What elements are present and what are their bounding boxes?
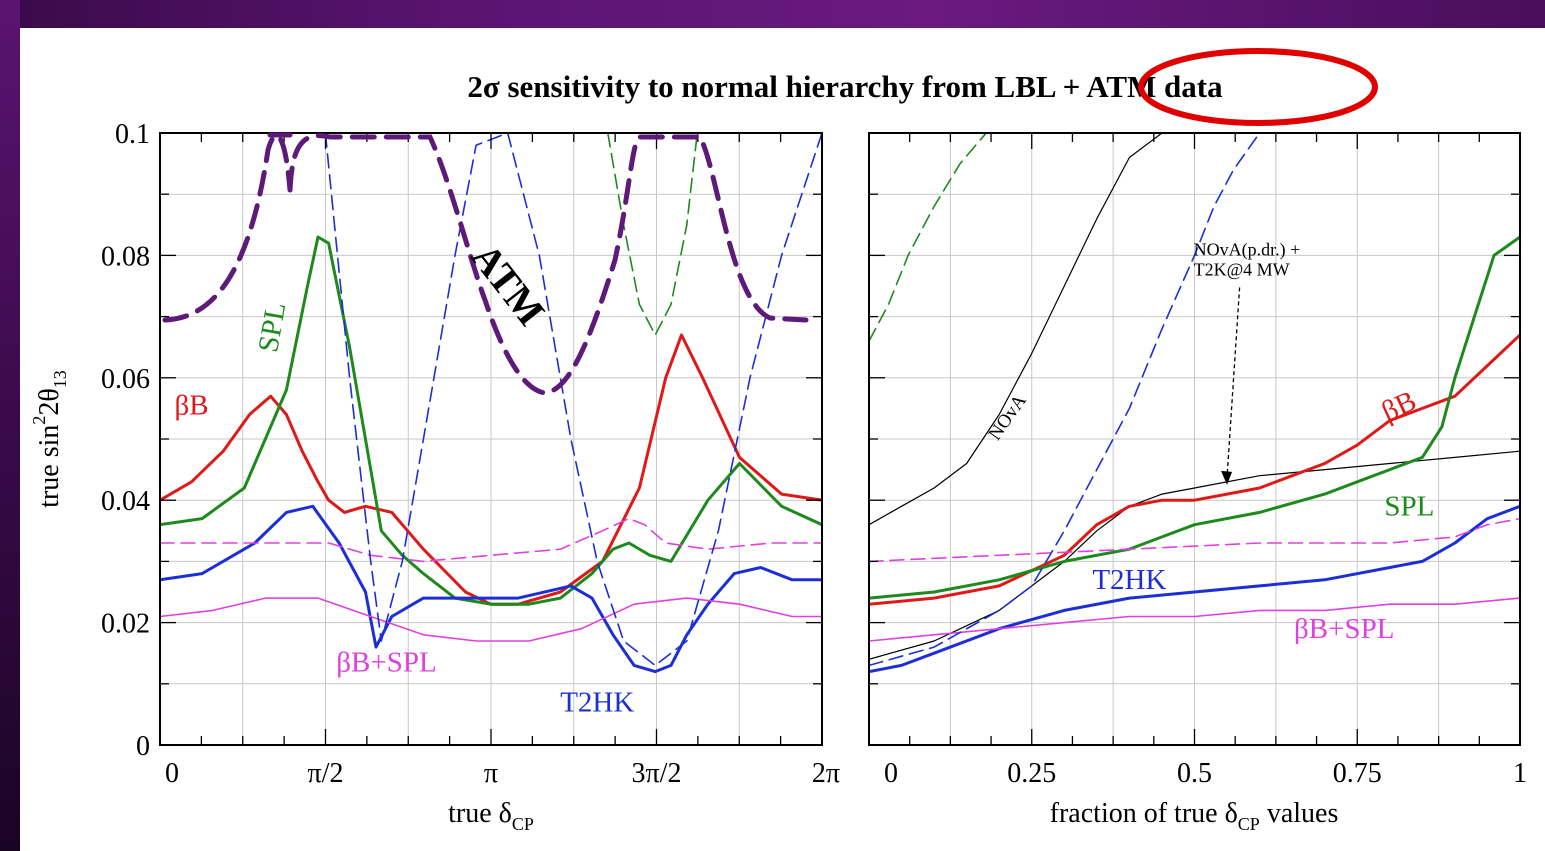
left-series-betab-spl-solid-3 — [160, 597, 822, 642]
left-curve-label-spl: SPL — [252, 300, 292, 355]
right-curve-labels: NOvA βB SPL T2HK βB+SPL NOvA(p.dr.) +T2K@4 MW — [985, 239, 1435, 645]
left-curve-labels: SPL βB βB+SPL T2HK — [175, 300, 635, 718]
left-curve-label-betab-spl: βB+SPL — [336, 647, 436, 679]
atm-highlight-ellipse — [1138, 48, 1378, 126]
left-x-axis-label: true δCP — [448, 798, 534, 834]
right-series-unlabeled-dashed-7 — [869, 133, 1261, 667]
atm-overlay-label: ATM — [463, 235, 554, 334]
left-tick-labels: 0 π/2 π 3π/2 2π 0 0.02 0.04 0.06 0.08 0.1 — [101, 119, 840, 789]
annotation-arrow-shaft — [1226, 287, 1241, 477]
left-series-spl-solid-1 — [160, 235, 822, 606]
right-tick-labels: 0 0.25 0.5 0.75 1 — [884, 758, 1527, 789]
chart-title: 2σ sensitivity to normal hierarchy from … — [467, 69, 1223, 104]
right-series-nova-solid-0 — [869, 133, 1163, 526]
right-series — [869, 133, 1520, 674]
left-x-tick-label: 0 — [165, 758, 179, 789]
left-curve-label-betab: βB — [175, 390, 209, 422]
left-curve-label-t2hk: T2HK — [560, 686, 634, 718]
left-y-tick-label: 0.06 — [101, 364, 150, 395]
right-x-axis-label: fraction of true δCP values — [1050, 798, 1339, 834]
left-plot-frame — [159, 132, 823, 746]
right-grid — [868, 132, 1520, 746]
right-annotation-line: T2K@4 MW — [1194, 259, 1290, 279]
right-curve-label-spl: SPL — [1384, 491, 1434, 523]
left-y-tick-label: 0.04 — [101, 486, 150, 517]
left-x-tick-label: π — [484, 758, 498, 789]
right-x-tick-label: 0.75 — [1333, 758, 1382, 789]
left-panel: 0 π/2 π 3π/2 2π 0 0.02 0.04 0.06 0.08 0.1 SPL βB βB+… — [29, 119, 840, 834]
right-x-tick-label: 0.25 — [1007, 758, 1056, 789]
left-decor-band — [0, 0, 20, 851]
right-curve-label-t2hk: T2HK — [1092, 564, 1166, 596]
right-x-tick-label: 1 — [1513, 758, 1527, 789]
right-series-spl-solid-3 — [869, 235, 1520, 600]
right-series-betab-solid-2 — [869, 333, 1520, 606]
right-plot-frame — [868, 132, 1521, 746]
right-panel: 0 0.25 0.5 0.75 1 NOvA βB SPL T2HK βB+SPL NOvA(p.… — [868, 132, 1527, 834]
right-series-nova-p-dr-t2k-4-mw-solid-1 — [869, 450, 1520, 660]
left-series-unlabeled-dashed-5 — [324, 133, 822, 667]
right-curve-label-nova: NOvA — [985, 390, 1031, 444]
left-series-unlabeled-dashed-4 — [160, 517, 822, 563]
right-curve-label-betab-spl: βB+SPL — [1294, 613, 1394, 645]
right-annotation-line: NOvA(p.dr.) + — [1194, 239, 1301, 260]
left-series-t2hk-solid-2 — [160, 504, 822, 674]
left-y-tick-label: 0 — [136, 731, 150, 762]
atm-overlay-curve — [162, 132, 809, 396]
left-x-tick-label: 3π/2 — [632, 758, 682, 789]
right-x-tick-label: 0.5 — [1177, 758, 1212, 789]
annotation-arrow-head — [1221, 470, 1233, 485]
left-y-axis-label: true sin22θ13 — [29, 370, 70, 508]
top-decor-band — [0, 0, 1545, 28]
right-series-unlabeled-dashed-8 — [869, 133, 987, 342]
left-x-tick-label: 2π — [812, 758, 840, 789]
right-curve-label-betab: βB — [1377, 385, 1421, 428]
right-series-unlabeled-dashed-6 — [869, 517, 1520, 563]
left-y-tick-label: 0.02 — [101, 609, 150, 640]
left-y-tick-label: 0.1 — [115, 119, 150, 150]
left-y-tick-label: 0.08 — [101, 241, 150, 272]
left-series-betab-solid-0 — [160, 333, 822, 606]
left-x-tick-label: π/2 — [308, 758, 344, 789]
right-x-tick-label: 0 — [884, 758, 898, 789]
right-series-betab-spl-solid-5 — [869, 597, 1520, 642]
left-series — [160, 133, 822, 674]
right-series-t2hk-solid-4 — [869, 504, 1520, 674]
